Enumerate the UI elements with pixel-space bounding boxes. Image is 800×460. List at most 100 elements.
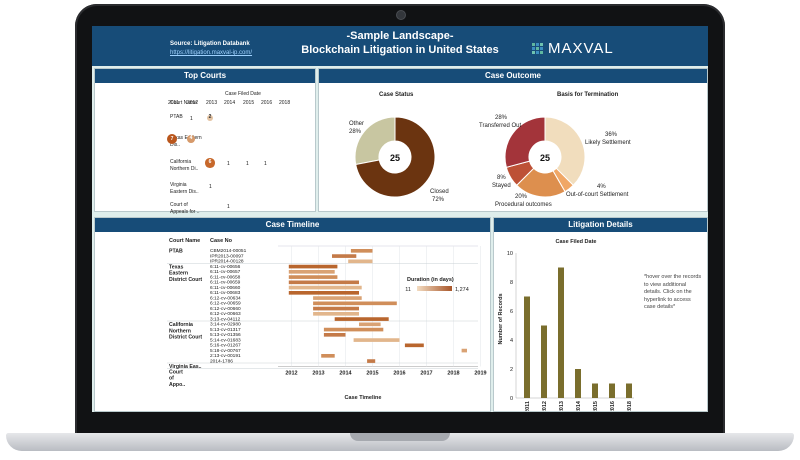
case-number-label: 6:11-cv-00658 <box>210 274 241 280</box>
year-header-2011: 2011 <box>168 100 179 106</box>
case-duration-bar[interactable] <box>288 275 338 279</box>
case-duration-bar[interactable] <box>321 354 335 358</box>
case-duration-bar[interactable] <box>461 348 467 353</box>
case-duration-bar[interactable] <box>348 259 373 264</box>
case-number-label: 6:11-cv-00657 <box>210 269 241 275</box>
case-duration-bar[interactable] <box>334 317 389 321</box>
court-count-bubble[interactable]: 6 <box>205 158 215 168</box>
court-count-value[interactable]: 1 <box>190 116 193 122</box>
court-count-value[interactable]: 1 <box>209 184 212 190</box>
court-count-bubble[interactable]: 4 <box>187 135 195 143</box>
stayed-label: Stayed <box>492 183 511 189</box>
dashboard-header: Source: Litigation Databank https://liti… <box>92 26 708 66</box>
court-group-label: Court <box>169 369 183 375</box>
likely-label: Likely Settlement <box>585 140 631 146</box>
case-number-label: 3:13-cv-04112 <box>210 316 241 322</box>
ld-bar[interactable] <box>626 383 632 399</box>
court-group-label: District Court <box>169 335 202 341</box>
case-duration-bar[interactable] <box>353 338 400 342</box>
timeline-year-tick: 2013 <box>312 371 324 377</box>
case-number-label: 6:12-cv-00659 <box>210 301 241 307</box>
source-label: Source: Litigation Databank <box>170 41 250 47</box>
case-duration-bar[interactable] <box>359 322 381 327</box>
case-number-label: 6:12-cv-00660 <box>210 306 241 312</box>
case-duration-bar[interactable] <box>313 301 397 306</box>
donut-slice[interactable] <box>354 116 396 166</box>
case-duration-bar[interactable] <box>332 254 357 258</box>
court-count-bubble[interactable]: 7 <box>166 133 178 145</box>
closed-label: Closed <box>430 189 449 195</box>
ld-bar[interactable] <box>592 383 598 399</box>
top-courts-panel: Top Courts Case Filed Date Court Name 20… <box>94 68 316 215</box>
court-count-value[interactable]: 1 <box>227 161 230 167</box>
ld-x-tick: 2018 <box>627 401 633 411</box>
litigation-details-title: Litigation Details <box>494 218 707 232</box>
case-duration-bar[interactable] <box>323 333 346 337</box>
case-duration-bar[interactable] <box>288 264 338 269</box>
court-group-label: PTAB <box>169 249 183 255</box>
case-duration-bar[interactable] <box>350 249 373 253</box>
stayed-pct: 8% <box>497 175 506 181</box>
ld-x-tick: 2016 <box>610 401 616 411</box>
laptop-notch <box>350 433 450 441</box>
ld-bar[interactable] <box>541 325 547 399</box>
case-status-donut[interactable] <box>354 116 436 198</box>
logo-text: MAXVAL <box>548 40 614 57</box>
case-outcome-title: Case Outcome <box>319 69 707 83</box>
other-label: Other <box>349 121 364 127</box>
court-group-label: Appo.. <box>169 382 186 388</box>
ld-y-tick: 10 <box>507 251 513 257</box>
termination-title: Basis for Termination <box>557 92 619 98</box>
case-filed-date-header: Case Filed Date <box>225 91 261 97</box>
ld-bars <box>524 267 632 399</box>
ld-bar[interactable] <box>558 267 564 399</box>
timeline-bars <box>288 249 467 363</box>
donut-slice[interactable] <box>544 116 586 186</box>
timeline-year-tick: 2015 <box>366 371 378 377</box>
case-number-label: 6:12-cv-00634 <box>210 295 241 301</box>
termination-donut[interactable] <box>504 116 586 198</box>
donut-slice[interactable] <box>355 116 436 198</box>
court-group-label: Texas <box>169 264 183 270</box>
ld-y-tick: 2 <box>510 367 513 373</box>
ld-y-tick: 8 <box>510 280 513 286</box>
case-duration-bar[interactable] <box>288 291 359 295</box>
court-count-value[interactable]: 1 <box>264 161 267 167</box>
court-row-label: Virginia Eastern Dis.. <box>170 182 199 195</box>
case-duration-bar[interactable] <box>288 280 359 285</box>
timeline-axis-title: Case Timeline <box>345 395 382 401</box>
maxval-logo: MAXVAL <box>532 40 614 57</box>
year-header-2018: 2018 <box>279 100 291 106</box>
case-status-title: Case Status <box>379 92 414 98</box>
case-no-col: Case No <box>210 238 233 244</box>
case-duration-bar[interactable] <box>367 359 376 363</box>
case-duration-bar[interactable] <box>288 270 335 274</box>
court-count-value[interactable]: 1 <box>227 204 230 210</box>
ld-bar[interactable] <box>524 296 530 399</box>
court-count-bubble[interactable]: 2 <box>207 114 213 121</box>
court-count-value[interactable]: 1 <box>246 161 249 167</box>
case-duration-bar[interactable] <box>313 306 359 311</box>
ld-bar[interactable] <box>609 383 615 399</box>
case-duration-bar[interactable] <box>404 343 424 348</box>
procedural-pct: 20% <box>515 194 528 200</box>
timeline-year-tick: 2018 <box>447 371 459 377</box>
termination-total: 25 <box>540 153 550 163</box>
duration-legend-max: 1,274 <box>455 287 469 293</box>
case-number-label: 5:14-cv-01683 <box>210 337 241 343</box>
ooc-pct: 4% <box>597 184 606 190</box>
year-header-2013: 2013 <box>206 100 218 106</box>
source-link[interactable]: https://litigation.maxval-ip.com/ <box>170 50 253 56</box>
donut-slice[interactable] <box>504 116 546 168</box>
ld-bar[interactable] <box>575 369 581 398</box>
case-duration-bar[interactable] <box>313 296 362 300</box>
court-row-label: Court of Appeals for .. <box>170 202 200 215</box>
timeline-year-tick: 2014 <box>339 371 352 377</box>
case-duration-bar[interactable] <box>288 285 362 290</box>
case-duration-bar[interactable] <box>313 312 359 316</box>
case-number-label: CBM2014-00051 <box>210 248 247 254</box>
case-duration-bar[interactable] <box>323 327 384 332</box>
case-timeline-panel: Case Timeline Court Name Case No 2012 201… <box>94 217 491 412</box>
timeline-labels: CBM2014-00051IPR2013-00097IPR2014-001286… <box>169 248 247 388</box>
case-number-label: 6:11-cv-00683 <box>210 290 241 296</box>
